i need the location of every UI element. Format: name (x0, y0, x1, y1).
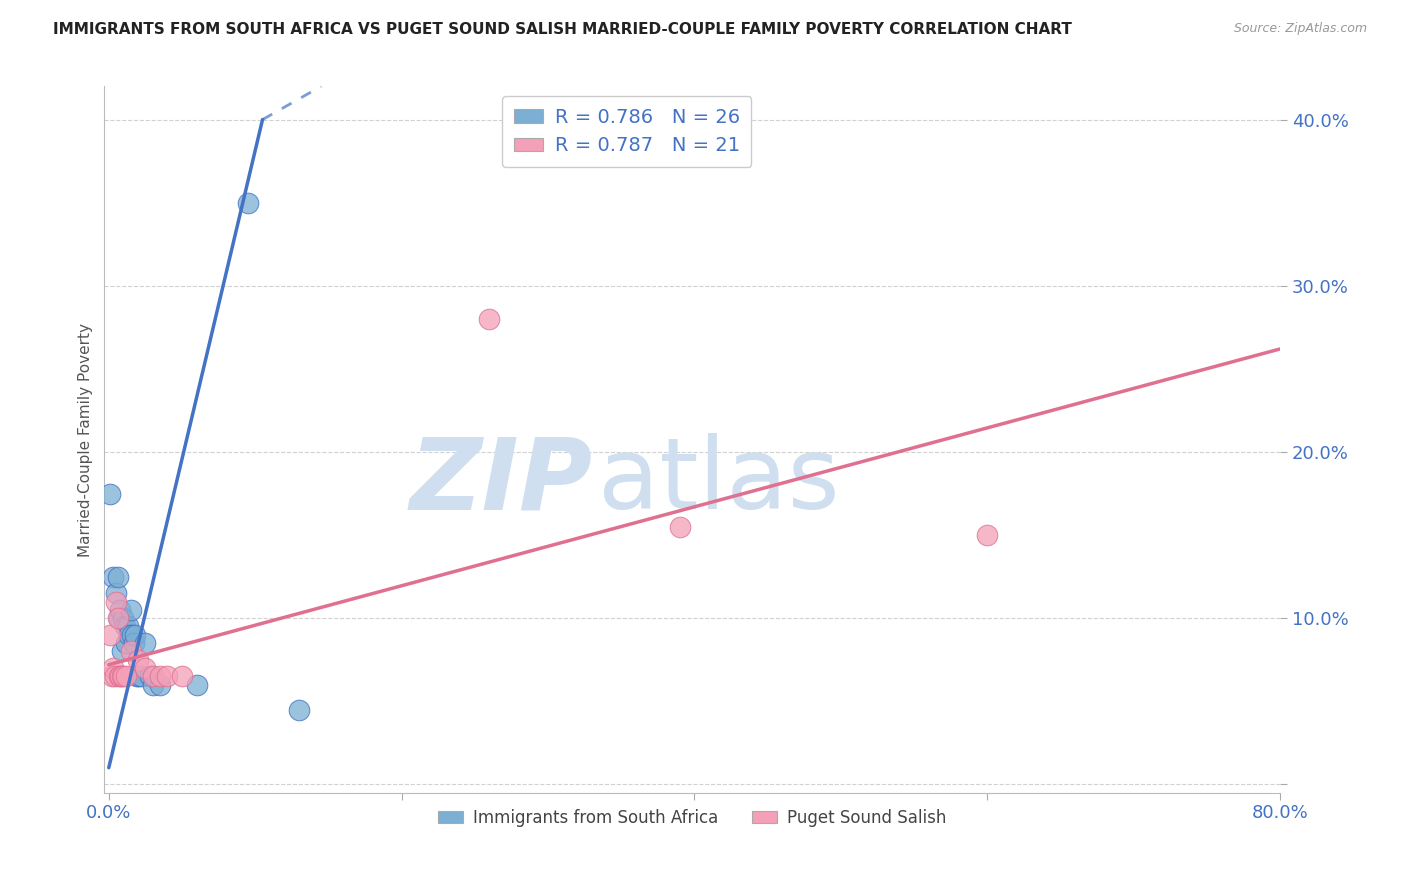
Point (186, 678, 208, 692)
Point (134, 661, 156, 675)
Point (105, 586, 128, 600)
Point (120, 603, 142, 617)
Text: atlas: atlas (598, 434, 839, 531)
Point (125, 669, 148, 683)
Point (127, 653, 149, 667)
Point (149, 678, 172, 692)
Point (111, 644, 134, 658)
Point (142, 669, 165, 683)
Point (976, 528, 998, 542)
Point (105, 594, 128, 608)
Point (107, 611, 129, 625)
Point (121, 628, 143, 642)
Y-axis label: Married-Couple Family Poverty: Married-Couple Family Poverty (79, 323, 93, 557)
Point (110, 603, 132, 617)
Point (112, 611, 135, 625)
Text: ZIP: ZIP (409, 434, 592, 531)
Point (478, 312, 501, 326)
Point (100, 669, 122, 683)
Point (149, 669, 172, 683)
Point (142, 678, 165, 692)
Text: IMMIGRANTS FROM SOUTH AFRICA VS PUGET SOUND SALISH MARRIED-COUPLE FAMILY POVERTY: IMMIGRANTS FROM SOUTH AFRICA VS PUGET SO… (53, 22, 1073, 37)
Point (170, 669, 193, 683)
Point (108, 669, 131, 683)
Text: Source: ZipAtlas.com: Source: ZipAtlas.com (1233, 22, 1367, 36)
Point (104, 669, 127, 683)
Point (98, 486, 121, 500)
Point (101, 661, 124, 675)
Point (110, 669, 132, 683)
Point (111, 669, 134, 683)
Point (98, 628, 121, 642)
Point (120, 644, 142, 658)
Point (139, 669, 162, 683)
Point (114, 619, 136, 633)
Legend: Immigrants from South Africa, Puget Sound Salish: Immigrants from South Africa, Puget Soun… (432, 803, 953, 834)
Point (669, 520, 692, 534)
Point (112, 669, 135, 683)
Point (117, 619, 139, 633)
Point (129, 669, 152, 683)
Point (118, 628, 141, 642)
Point (236, 195, 259, 210)
Point (127, 669, 149, 683)
Point (134, 636, 156, 650)
Point (288, 702, 311, 716)
Point (156, 669, 179, 683)
Point (101, 569, 124, 583)
Point (122, 636, 145, 650)
Point (115, 636, 138, 650)
Point (124, 628, 146, 642)
Point (107, 569, 129, 583)
Point (108, 611, 131, 625)
Point (115, 669, 138, 683)
